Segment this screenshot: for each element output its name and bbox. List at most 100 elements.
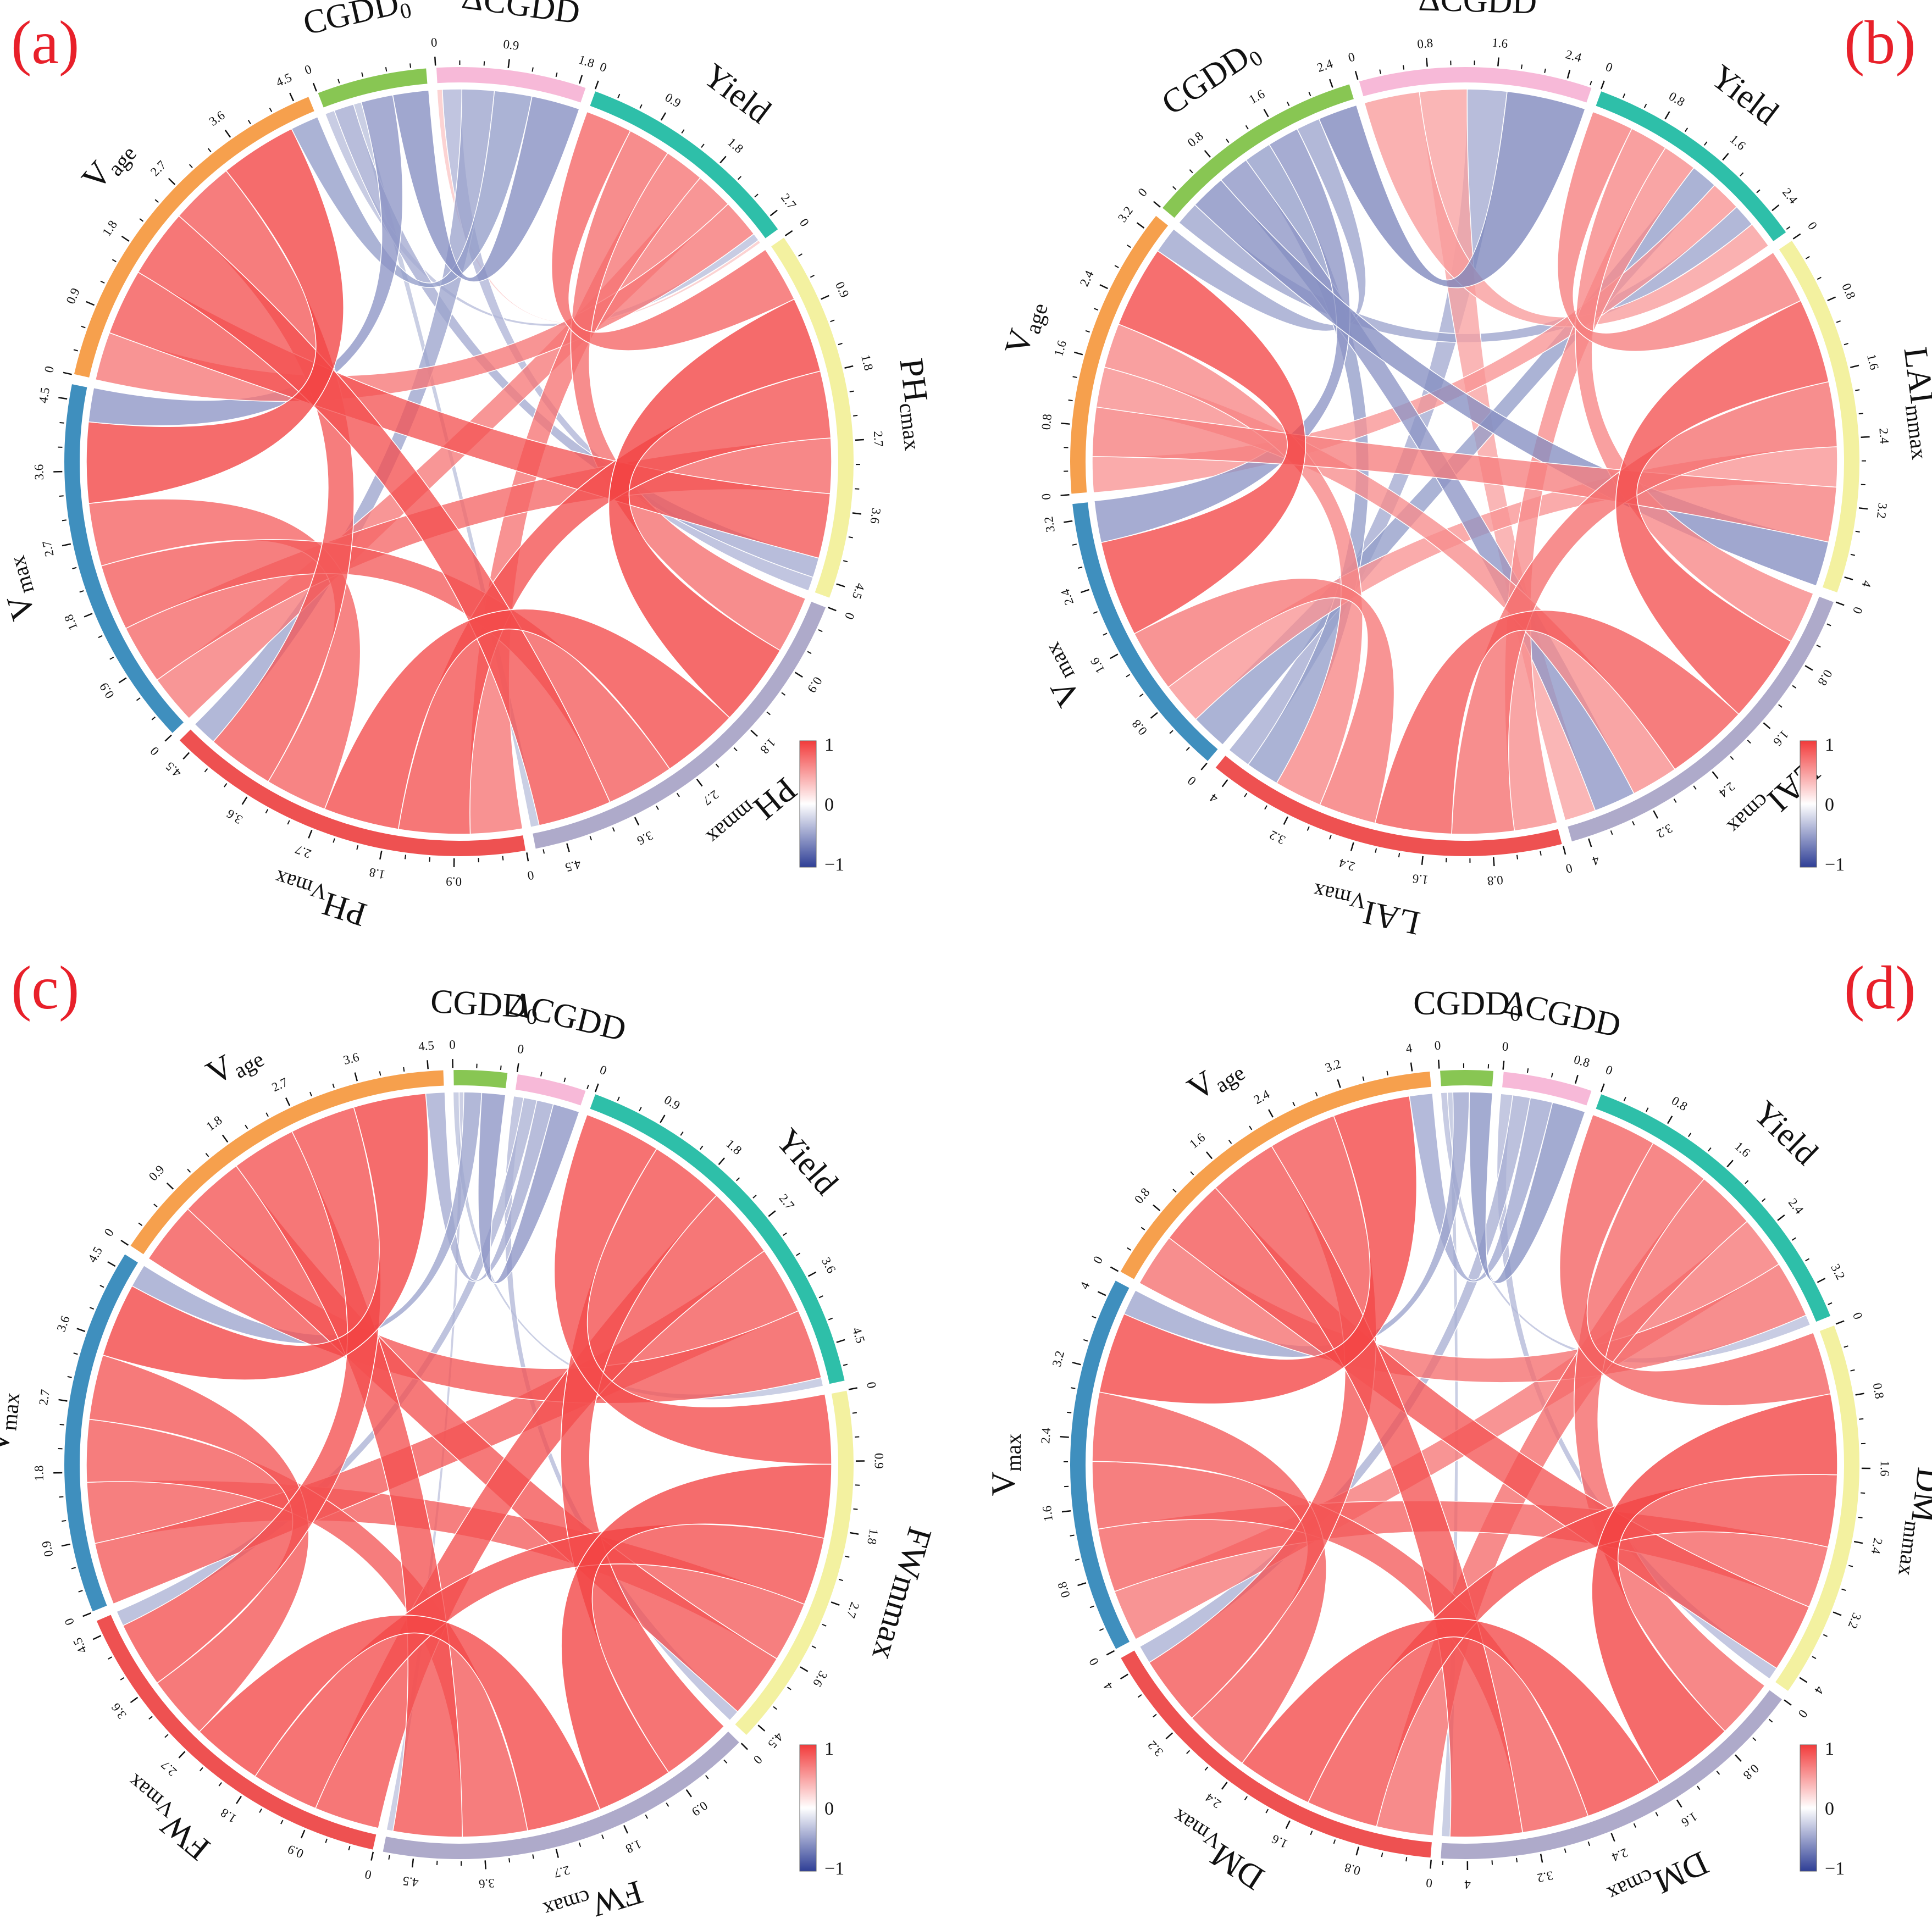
minor-tick [1850,553,1856,556]
major-tick [507,59,510,68]
minor-tick [1610,830,1613,835]
sector-label-main: Yield [768,1122,845,1202]
sector-label-main: V [0,590,42,624]
sector-label-yield: Yield [696,57,777,131]
sector-arc-dc [1775,1324,1859,1692]
sector-separator [1119,1648,1136,1659]
tick-label: 1.8 [865,1528,881,1546]
sector-label-vage: Vage [75,131,141,199]
minor-tick [715,763,719,768]
minor-tick [1828,1302,1833,1305]
minor-tick [1189,169,1193,174]
minor-tick [120,1677,125,1680]
legend-min-label: −1 [824,855,844,875]
sector-separator [810,600,828,608]
tick-label: 2.4 [1869,1537,1885,1556]
tick-label: 3.2 [1324,1057,1343,1075]
sector-separator [1818,1323,1835,1332]
tick-label: 0 [1850,605,1865,616]
minor-tick [1745,1180,1749,1184]
sector-separator [171,722,186,735]
sector-label-main: FW [587,1873,647,1919]
minor-tick [1526,1068,1529,1073]
color-legend-a: 1 0 −1 [799,735,844,875]
major-tick [1350,842,1354,851]
major-tick [1221,1782,1228,1790]
major-tick [1653,810,1659,819]
sector-separator [316,92,324,109]
major-tick [1328,79,1333,88]
legend-max-label: 1 [824,1739,834,1759]
minor-tick [1844,343,1848,346]
chord-link [1092,1391,1327,1764]
minor-tick [108,1656,113,1660]
major-tick [427,1060,429,1069]
minor-tick [1544,68,1546,73]
major-tick [1200,762,1208,770]
chord-panel-c: (c) 0 0.9 1.8 2.7 3.6 4.5 Yield 0 0.9 1.8 2.7 3.6 4.… [0,954,939,1919]
sector-label-pv: PHVmax [267,865,372,933]
tick-label: 2.4 [1610,1845,1630,1864]
minor-tick [752,1195,757,1199]
minor-tick [429,857,430,862]
tick-label: 4 [1207,791,1221,806]
minor-tick [59,1423,64,1426]
legend-mid-label: 0 [824,795,834,815]
minor-tick [1072,376,1077,378]
sector-arc-fm [382,1731,740,1859]
tick-label: 0 [1425,1876,1433,1890]
tick-label: 3.2 [1145,1738,1166,1759]
minor-tick [1307,826,1310,831]
tick-label: 0.8 [1055,1580,1072,1599]
tick-label: 2.7 [552,1863,571,1880]
sector-separator [1815,1315,1833,1324]
major-tick [794,672,803,678]
tick-label: 4 [1591,853,1601,868]
sector-label-sub: Vmax [1168,1804,1227,1854]
tick-label: 2.4 [1038,1427,1053,1444]
tick-label: 1.8 [577,53,596,71]
sector-label-dcgdd: ΔCGDD [1501,983,1624,1045]
sector-separator [308,95,317,113]
minor-tick [1520,64,1523,69]
major-tick [1221,779,1228,787]
minor-tick [59,1496,64,1498]
major-tick [850,1532,859,1535]
tick-label: 0 [1564,861,1574,876]
sector-separator [1558,828,1564,845]
minor-tick [205,1152,209,1157]
major-tick [76,1328,86,1332]
tick-label: 0 [147,744,162,758]
minor-tick [73,1352,78,1355]
tick-label: 4 [1100,1680,1116,1693]
sector-arc-fc [734,1390,854,1736]
tick-label: 4.5 [850,581,868,601]
major-tick [1072,1361,1081,1366]
tick-label: 1.8 [62,612,80,632]
tick-label: 1.6 [1412,872,1429,887]
sector-separator [523,834,528,852]
minor-tick [1792,685,1797,689]
sector-label-main: LAI [1360,893,1424,942]
tick-label: 2.4 [1058,587,1076,607]
minor-tick [586,1084,589,1089]
chord-panel-d: (d) 00.81.62.43.2Yield00.81.62.43.24DMmm… [985,954,1932,1906]
major-tick [1355,1846,1360,1856]
minor-tick [1623,93,1626,98]
minor-tick [1405,1857,1408,1862]
legend-mid-label: 0 [1825,1799,1834,1819]
sector-arc-yield [1595,1094,1831,1323]
tick-label: 3.6 [224,807,245,827]
legend-mid-label: 0 [824,1799,834,1819]
sector-label-vage: Vage [998,296,1053,360]
sector-separator [505,1072,510,1090]
minor-tick [164,1734,169,1738]
major-tick [120,1239,129,1246]
tick-label: 3.2 [1050,1350,1067,1368]
minor-tick [403,1067,405,1072]
major-tick [1667,1116,1673,1124]
sector-label-sub: Vmax [272,865,331,905]
minor-tick [1172,1189,1177,1193]
sector-label-yield: Yield [768,1122,845,1202]
sector-separator [580,1090,588,1107]
